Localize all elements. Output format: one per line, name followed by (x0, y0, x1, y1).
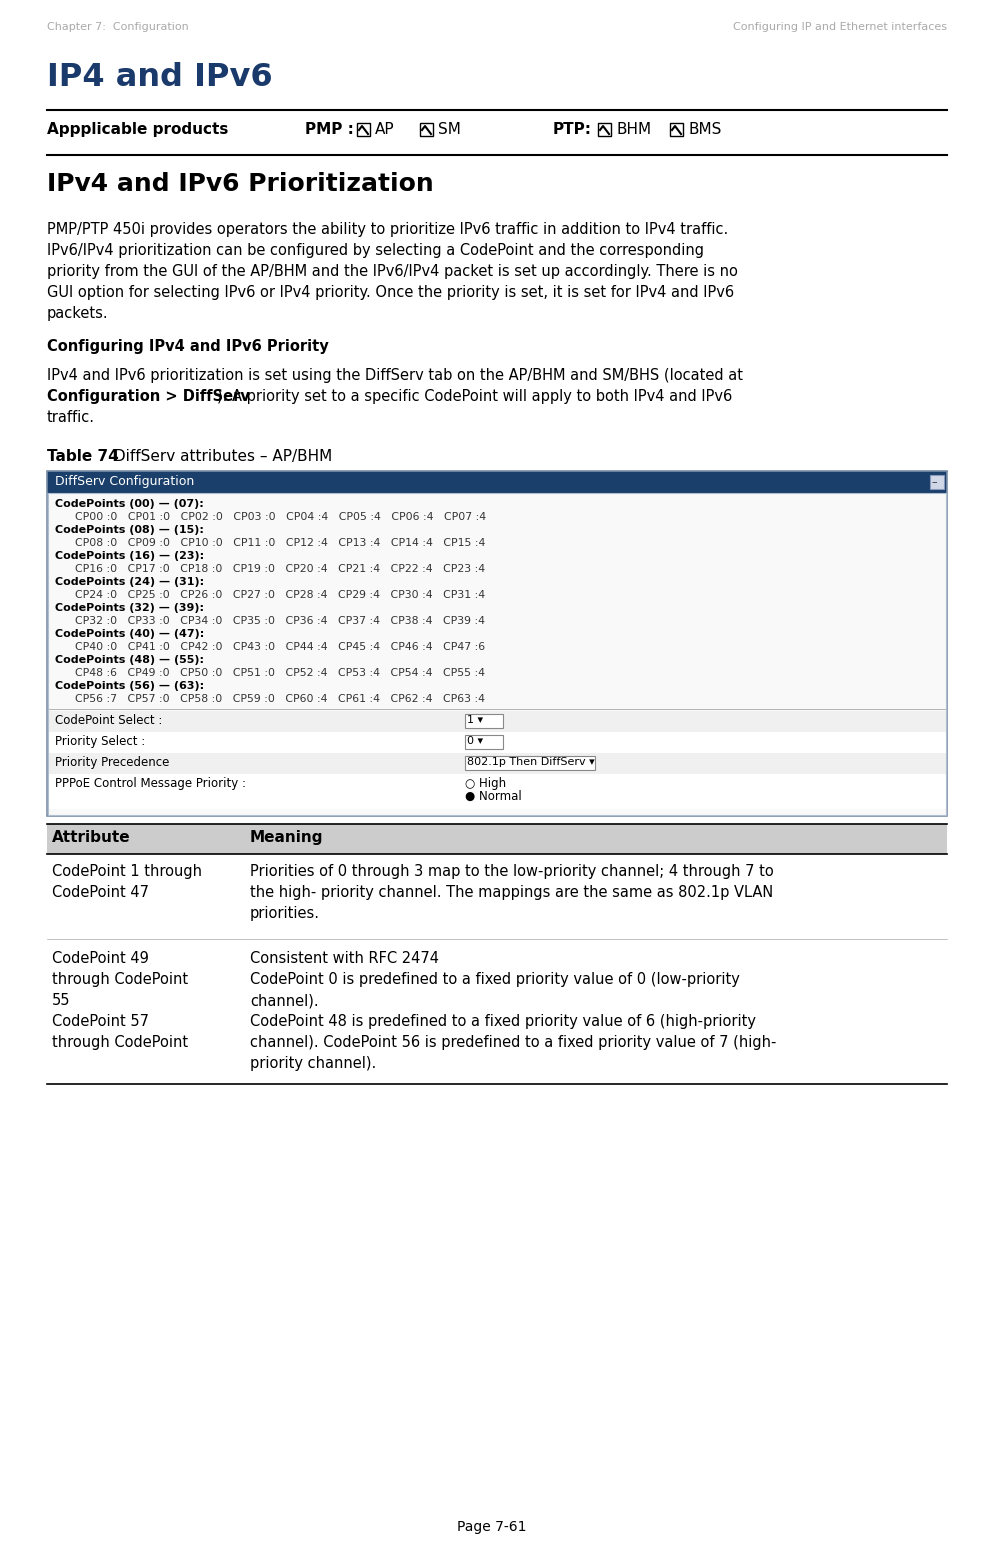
Text: Configuring IP and Ethernet interfaces: Configuring IP and Ethernet interfaces (733, 22, 947, 33)
Bar (47, 824, 947, 854)
Text: 1 ▾: 1 ▾ (467, 715, 483, 725)
Text: channel).: channel). (250, 994, 319, 1008)
Text: Consistent with RFC 2474: Consistent with RFC 2474 (250, 952, 439, 966)
Text: BHM: BHM (616, 121, 651, 137)
Text: ). A priority set to a specific CodePoint will apply to both IPv4 and IPv6: ). A priority set to a specific CodePoin… (217, 389, 732, 404)
Text: CodePoint 1 through: CodePoint 1 through (52, 865, 202, 879)
Bar (930, 474, 944, 488)
Text: Priorities of 0 through 3 map to the low-priority channel; 4 through 7 to: Priorities of 0 through 3 map to the low… (250, 865, 773, 879)
Text: CodePoints (08) — (15):: CodePoints (08) — (15): (55, 526, 204, 535)
Text: priority from the GUI of the AP/BHM and the IPv6/IPv4 packet is set up according: priority from the GUI of the AP/BHM and … (47, 264, 738, 278)
Bar (48, 493, 946, 815)
Bar (465, 736, 503, 750)
Text: Configuration > DiffServ: Configuration > DiffServ (47, 389, 250, 404)
Text: CodePoints (56) — (63):: CodePoints (56) — (63): (55, 681, 204, 690)
Bar (47, 471, 947, 493)
Text: Page 7-61: Page 7-61 (458, 1519, 526, 1533)
Text: DiffServ attributes – AP/BHM: DiffServ attributes – AP/BHM (109, 449, 333, 463)
Text: Table 74: Table 74 (47, 449, 119, 463)
Text: 55: 55 (52, 994, 71, 1008)
Text: channel). CodePoint 56 is predefined to a fixed priority value of 7 (high-: channel). CodePoint 56 is predefined to … (250, 1036, 776, 1050)
Text: CP24 :0   CP25 :0   CP26 :0   CP27 :0   CP28 :4   CP29 :4   CP30 :4   CP31 :4: CP24 :0 CP25 :0 CP26 :0 CP27 :0 CP28 :4 … (75, 589, 485, 600)
Bar (670, 123, 683, 135)
Text: CP32 :0   CP33 :0   CP34 :0   CP35 :0   CP36 :4   CP37 :4   CP38 :4   CP39 :4: CP32 :0 CP33 :0 CP34 :0 CP35 :0 CP36 :4 … (75, 616, 485, 627)
Text: CP40 :0   CP41 :0   CP42 :0   CP43 :0   CP44 :4   CP45 :4   CP46 :4   CP47 :6: CP40 :0 CP41 :0 CP42 :0 CP43 :0 CP44 :4 … (75, 642, 485, 652)
Text: CodePoints (00) — (07):: CodePoints (00) — (07): (55, 499, 204, 508)
Text: Appplicable products: Appplicable products (47, 121, 228, 137)
Text: BMS: BMS (688, 121, 721, 137)
Text: CP00 :0   CP01 :0   CP02 :0   CP03 :0   CP04 :4   CP05 :4   CP06 :4   CP07 :4: CP00 :0 CP01 :0 CP02 :0 CP03 :0 CP04 :4 … (75, 512, 486, 522)
Text: traffic.: traffic. (47, 411, 95, 425)
Text: AP: AP (375, 121, 395, 137)
Text: 0 ▾: 0 ▾ (467, 736, 483, 746)
Text: priorities.: priorities. (250, 907, 320, 921)
Text: ○ High: ○ High (465, 778, 506, 790)
Bar (48, 753, 946, 774)
Text: Configuring IPv4 and IPv6 Priority: Configuring IPv4 and IPv6 Priority (47, 339, 329, 355)
Bar (48, 732, 946, 753)
Bar (598, 123, 611, 135)
Text: GUI option for selecting IPv6 or IPv4 priority. Once the priority is set, it is : GUI option for selecting IPv6 or IPv4 pr… (47, 285, 734, 300)
Text: CodePoints (48) — (55):: CodePoints (48) — (55): (55, 655, 204, 666)
Text: CP16 :0   CP17 :0   CP18 :0   CP19 :0   CP20 :4   CP21 :4   CP22 :4   CP23 :4: CP16 :0 CP17 :0 CP18 :0 CP19 :0 CP20 :4 … (75, 564, 485, 574)
Bar (465, 714, 503, 728)
Text: PMP :: PMP : (305, 121, 354, 137)
Text: IP4 and IPv6: IP4 and IPv6 (47, 62, 273, 93)
Text: the high- priority channel. The mappings are the same as 802.1p VLAN: the high- priority channel. The mappings… (250, 885, 773, 900)
Text: Priority Precedence: Priority Precedence (55, 756, 169, 770)
Text: Meaning: Meaning (250, 830, 324, 844)
Text: CP56 :7   CP57 :0   CP58 :0   CP59 :0   CP60 :4   CP61 :4   CP62 :4   CP63 :4: CP56 :7 CP57 :0 CP58 :0 CP59 :0 CP60 :4 … (75, 694, 485, 704)
Text: CP48 :6   CP49 :0   CP50 :0   CP51 :0   CP52 :4   CP53 :4   CP54 :4   CP55 :4: CP48 :6 CP49 :0 CP50 :0 CP51 :0 CP52 :4 … (75, 669, 485, 678)
Text: CodePoint 0 is predefined to a fixed priority value of 0 (low-priority: CodePoint 0 is predefined to a fixed pri… (250, 972, 740, 987)
Text: IPv4 and IPv6 Prioritization: IPv4 and IPv6 Prioritization (47, 173, 434, 196)
Text: CodePoint Select :: CodePoint Select : (55, 714, 162, 728)
Text: Attribute: Attribute (52, 830, 131, 844)
Bar (357, 123, 370, 135)
Text: DiffServ Configuration: DiffServ Configuration (55, 474, 194, 488)
Text: CodePoints (24) — (31):: CodePoints (24) — (31): (55, 577, 204, 586)
Text: PPPoE Control Message Priority :: PPPoE Control Message Priority : (55, 778, 246, 790)
Bar (47, 471, 947, 816)
Text: PMP/PTP 450i provides operators the ability to prioritize IPv6 traffic in additi: PMP/PTP 450i provides operators the abil… (47, 222, 728, 236)
Text: CodePoint 47: CodePoint 47 (52, 885, 149, 900)
Text: –: – (931, 477, 937, 487)
Bar (48, 774, 946, 809)
Text: Chapter 7:  Configuration: Chapter 7: Configuration (47, 22, 189, 33)
Text: SM: SM (438, 121, 461, 137)
Text: through CodePoint: through CodePoint (52, 1036, 188, 1050)
Text: IPv6/IPv4 prioritization can be configured by selecting a CodePoint and the corr: IPv6/IPv4 prioritization can be configur… (47, 243, 704, 258)
Text: priority channel).: priority channel). (250, 1056, 376, 1071)
Bar (420, 123, 433, 135)
Text: CodePoints (32) — (39):: CodePoints (32) — (39): (55, 603, 204, 613)
Bar (47, 493, 947, 816)
Text: ● Normal: ● Normal (465, 790, 522, 802)
Bar (465, 756, 595, 770)
Text: Priority Select :: Priority Select : (55, 736, 146, 748)
Text: CodePoint 48 is predefined to a fixed priority value of 6 (high-priority: CodePoint 48 is predefined to a fixed pr… (250, 1014, 756, 1029)
Text: PTP:: PTP: (553, 121, 592, 137)
Text: CP08 :0   CP09 :0   CP10 :0   CP11 :0   CP12 :4   CP13 :4   CP14 :4   CP15 :4: CP08 :0 CP09 :0 CP10 :0 CP11 :0 CP12 :4 … (75, 538, 485, 547)
Text: 802.1p Then DiffServ ▾: 802.1p Then DiffServ ▾ (467, 757, 594, 767)
Text: CodePoint 57: CodePoint 57 (52, 1014, 149, 1029)
Text: CodePoint 49: CodePoint 49 (52, 952, 149, 966)
Bar (48, 711, 946, 732)
Text: IPv4 and IPv6 prioritization is set using the DiffServ tab on the AP/BHM and SM/: IPv4 and IPv6 prioritization is set usin… (47, 369, 743, 383)
Text: packets.: packets. (47, 306, 108, 320)
Text: through CodePoint: through CodePoint (52, 972, 188, 987)
Text: CodePoints (40) — (47):: CodePoints (40) — (47): (55, 630, 205, 639)
Text: CodePoints (16) — (23):: CodePoints (16) — (23): (55, 550, 204, 561)
